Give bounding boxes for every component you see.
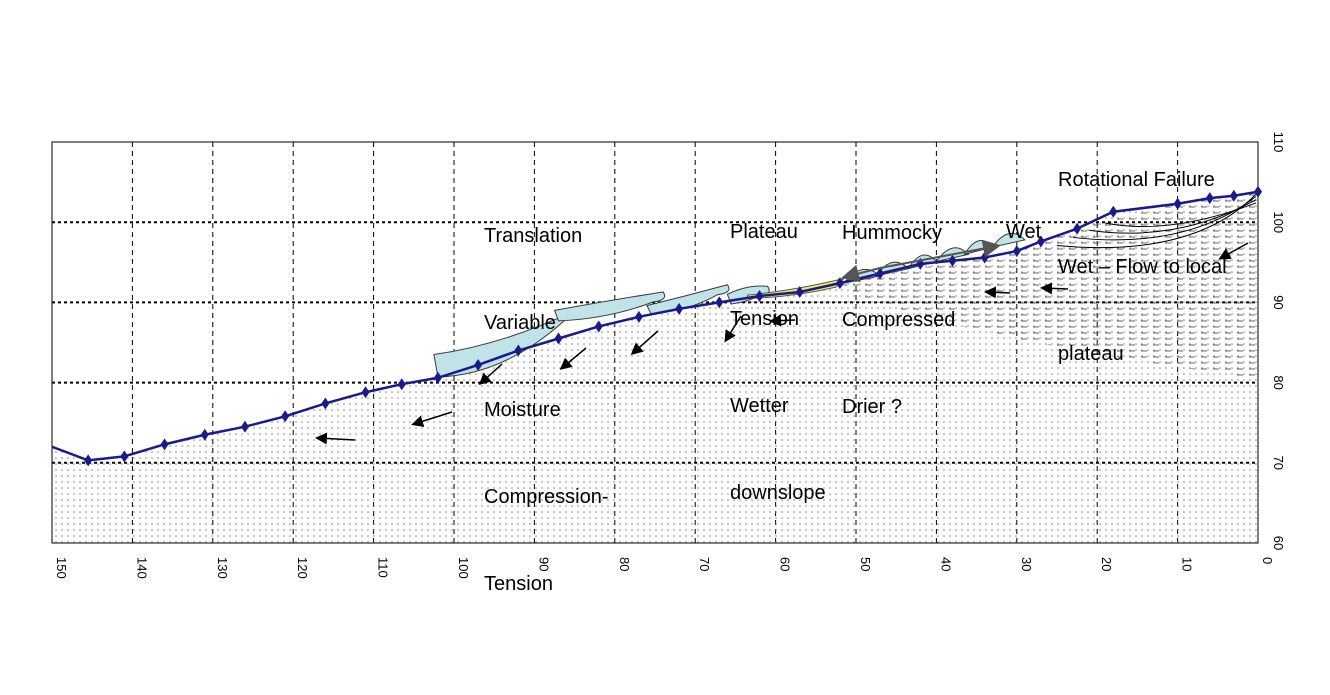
plateau-label: Plateau Tension Wetter downslope — [730, 160, 826, 566]
movement-arrow — [315, 432, 356, 445]
translation-label: Translation Variable Moisture Compressio… — [484, 164, 608, 657]
profile-marker — [1036, 235, 1045, 248]
profile-marker — [876, 267, 885, 280]
profile-marker — [1109, 205, 1118, 218]
x-tick-labels: 150 140 130 120 110 100 90 80 70 60 50 40 30 20 10 0 — [54, 557, 1275, 579]
profile-marker — [200, 428, 209, 441]
x-tick-label: 30 — [1019, 557, 1034, 571]
x-tick-label: 80 — [617, 557, 632, 571]
profile-marker — [160, 438, 169, 451]
x-tick-label: 100 — [456, 557, 471, 579]
profile-marker — [84, 454, 93, 467]
x-tick-label: 50 — [858, 557, 873, 571]
profile-marker — [397, 378, 406, 391]
profile-marker — [474, 358, 483, 371]
profile-marker — [594, 320, 603, 333]
profile-marker — [755, 289, 764, 302]
translation-line-5: Tension — [484, 573, 553, 595]
hummocky-label: Hummocky Compressed Drier ? — [842, 161, 955, 480]
wet-label: Wet — [1006, 221, 1042, 243]
slope-features — [433, 232, 1026, 378]
movement-arrow — [769, 314, 796, 327]
x-tick-label: 60 — [778, 557, 793, 571]
movement-arrow — [1040, 282, 1069, 295]
plateau-fill — [746, 277, 846, 299]
rotational-line-1: Rotational Failure — [1058, 169, 1215, 191]
hummocky-line-3: Drier ? — [842, 396, 903, 418]
plateau-line-4: downslope — [730, 482, 826, 504]
movement-arrow — [559, 347, 587, 370]
plateau-line-1: Plateau — [730, 221, 798, 243]
x-tick-label: 130 — [215, 557, 230, 579]
profile-marker — [1173, 197, 1182, 210]
x-tick-label: 0 — [1260, 557, 1275, 564]
x-tick-label: 120 — [295, 557, 310, 579]
profile-marker — [1073, 222, 1082, 235]
profile-marker — [281, 410, 290, 423]
profile-marker — [675, 302, 684, 315]
movement-arrow — [724, 315, 742, 343]
profile-marker — [795, 285, 804, 298]
rotational-label: Rotational Failure Wet – Flow to local p… — [1058, 108, 1227, 427]
x-tick-label: 150 — [54, 557, 69, 579]
profile-marker — [514, 344, 523, 357]
plateau-line-3: Wetter — [730, 395, 789, 417]
y-tick-label: 70 — [1271, 456, 1286, 470]
movement-arrow — [630, 330, 659, 355]
y-tick-label: 80 — [1271, 375, 1286, 389]
x-tick-label: 40 — [938, 557, 953, 571]
y-tick-label: 100 — [1271, 211, 1286, 233]
profile-marker — [1254, 185, 1262, 198]
y-tick-label: 110 — [1271, 132, 1286, 153]
profile-line — [51, 185, 1262, 467]
slip-curve — [1105, 202, 1257, 228]
movement-arrows — [315, 239, 1249, 445]
translation-line-2: Variable — [484, 312, 556, 334]
x-tick-label: 20 — [1099, 557, 1114, 571]
hummocky-line-2: Compressed — [842, 309, 956, 331]
translation-line-1: Translation — [484, 225, 583, 247]
translation-line-3: Moisture — [484, 399, 561, 421]
x-tick-label: 10 — [1180, 557, 1195, 571]
x-tick-label: 70 — [697, 557, 712, 571]
movement-arrow — [478, 363, 503, 386]
profile-marker — [1229, 189, 1238, 202]
plateau-line-2: Tension — [730, 308, 799, 330]
profile-marker — [361, 386, 370, 399]
hummocky-line-1: Hummocky — [842, 222, 943, 244]
profile-marker — [240, 420, 249, 433]
y-tick-label: 90 — [1271, 295, 1286, 309]
movement-arrow — [984, 286, 1011, 299]
rotational-line-2: Wet – Flow to local — [1058, 256, 1227, 278]
translation-lobe — [553, 291, 666, 322]
profile-marker — [120, 450, 129, 463]
compression-arrow-right — [879, 239, 1001, 269]
translation-line-4: Compression- — [484, 486, 609, 508]
x-tick-label: 140 — [134, 557, 149, 579]
profile-marker — [715, 296, 724, 309]
movement-arrow — [411, 411, 453, 428]
profile-marker — [433, 371, 442, 384]
profile-marker — [634, 310, 643, 323]
x-tick-label: 90 — [536, 557, 551, 571]
rotational-line-3: plateau — [1058, 343, 1124, 365]
y-tick-labels: 110 100 90 80 70 60 — [1271, 132, 1286, 551]
profile-marker — [554, 332, 563, 345]
x-tick-label: 110 — [376, 557, 391, 578]
compression-arrow-left — [841, 264, 881, 283]
profile-marker — [1205, 192, 1214, 205]
profile-marker — [321, 397, 330, 410]
profile-marker — [1012, 245, 1021, 258]
y-tick-label: 60 — [1271, 536, 1286, 550]
movement-arrow — [1218, 242, 1249, 260]
profile-marker — [948, 254, 957, 267]
